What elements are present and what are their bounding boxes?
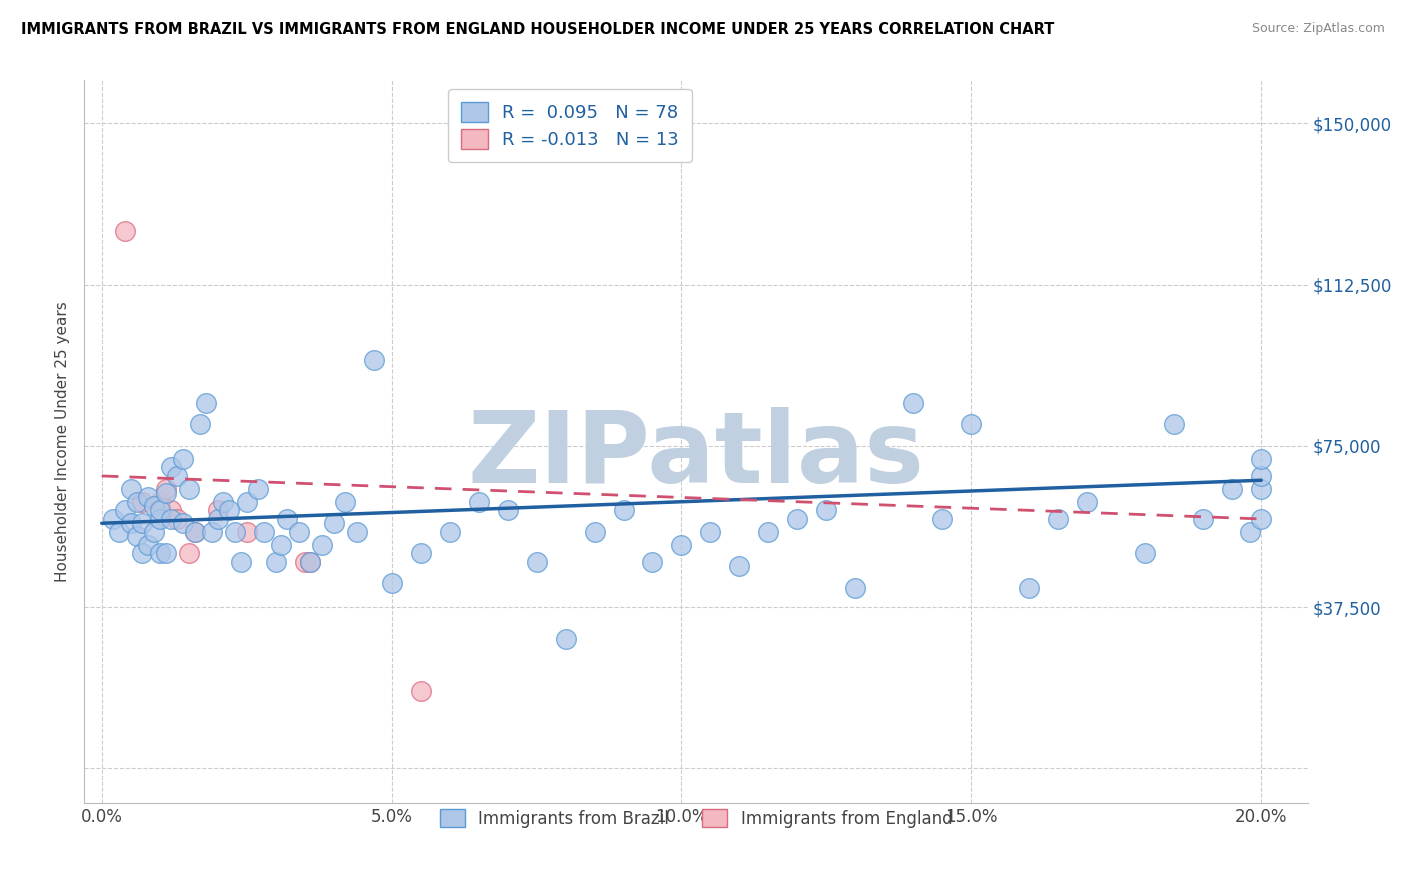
Point (815, 503, 838, 517)
Point (554, 632, 576, 647)
Legend: Immigrants from Brazil, Immigrants from England: Immigrants from Brazil, Immigrants from … (433, 802, 959, 834)
Point (363, 352, 385, 367)
Point (149, 494, 172, 508)
Point (1163, 417, 1185, 432)
Point (125, 494, 148, 508)
Point (1047, 512, 1070, 526)
Point (288, 524, 311, 539)
Point (931, 512, 953, 526)
Point (381, 576, 404, 591)
Point (960, 417, 983, 432)
Point (207, 503, 229, 517)
Point (671, 538, 693, 552)
Point (1018, 581, 1040, 595)
Point (583, 524, 606, 539)
Point (270, 538, 292, 552)
Point (108, 524, 131, 539)
Point (247, 482, 270, 496)
Point (224, 524, 246, 539)
Point (276, 512, 298, 526)
Point (114, 503, 136, 517)
Point (114, 224, 136, 238)
Point (212, 494, 235, 508)
Point (218, 503, 240, 517)
Point (1192, 512, 1215, 526)
Point (728, 559, 751, 574)
Point (299, 555, 322, 569)
Point (201, 524, 224, 539)
Text: Source: ZipAtlas.com: Source: ZipAtlas.com (1251, 22, 1385, 36)
Point (1250, 451, 1272, 466)
Point (1250, 469, 1272, 483)
Point (136, 538, 159, 552)
Point (253, 524, 276, 539)
Point (346, 524, 368, 539)
Y-axis label: Householder Income Under 25 years: Householder Income Under 25 years (55, 301, 70, 582)
Point (177, 482, 200, 496)
Point (294, 555, 316, 569)
Point (142, 524, 165, 539)
Point (195, 396, 218, 410)
Point (183, 524, 205, 539)
Point (496, 503, 519, 517)
Point (235, 494, 257, 508)
Point (612, 503, 634, 517)
Point (160, 512, 183, 526)
Point (177, 546, 200, 560)
Text: ZIPatlas: ZIPatlas (468, 408, 924, 505)
Point (155, 486, 177, 500)
Point (311, 538, 333, 552)
Point (1076, 494, 1098, 508)
Point (299, 555, 322, 569)
Point (160, 460, 183, 475)
Point (120, 482, 142, 496)
Point (1250, 482, 1272, 496)
Point (439, 524, 461, 539)
Point (155, 546, 177, 560)
Point (467, 494, 489, 508)
Point (1135, 546, 1157, 560)
Point (142, 499, 165, 513)
Point (1250, 512, 1272, 526)
Point (149, 546, 172, 560)
Point (844, 581, 866, 595)
Point (166, 512, 188, 526)
Point (1239, 524, 1261, 539)
Text: IMMIGRANTS FROM BRAZIL VS IMMIGRANTS FROM ENGLAND HOUSEHOLDER INCOME UNDER 25 YE: IMMIGRANTS FROM BRAZIL VS IMMIGRANTS FRO… (21, 22, 1054, 37)
Point (1220, 482, 1243, 496)
Point (183, 524, 205, 539)
Point (699, 524, 721, 539)
Point (207, 512, 229, 526)
Point (264, 555, 287, 569)
Point (160, 503, 183, 517)
Point (149, 512, 172, 526)
Point (903, 396, 925, 410)
Point (131, 516, 153, 531)
Point (166, 469, 188, 483)
Point (172, 451, 194, 466)
Point (125, 529, 148, 543)
Point (322, 516, 344, 531)
Point (103, 512, 125, 526)
Point (641, 555, 664, 569)
Point (526, 555, 548, 569)
Point (335, 494, 357, 508)
Point (409, 684, 432, 698)
Point (155, 482, 177, 496)
Point (136, 491, 159, 505)
Point (120, 516, 142, 531)
Point (131, 546, 153, 560)
Point (786, 512, 808, 526)
Point (229, 555, 252, 569)
Point (235, 524, 257, 539)
Point (758, 524, 780, 539)
Point (188, 417, 211, 432)
Point (409, 546, 432, 560)
Point (149, 503, 172, 517)
Point (131, 494, 153, 508)
Point (172, 516, 194, 531)
